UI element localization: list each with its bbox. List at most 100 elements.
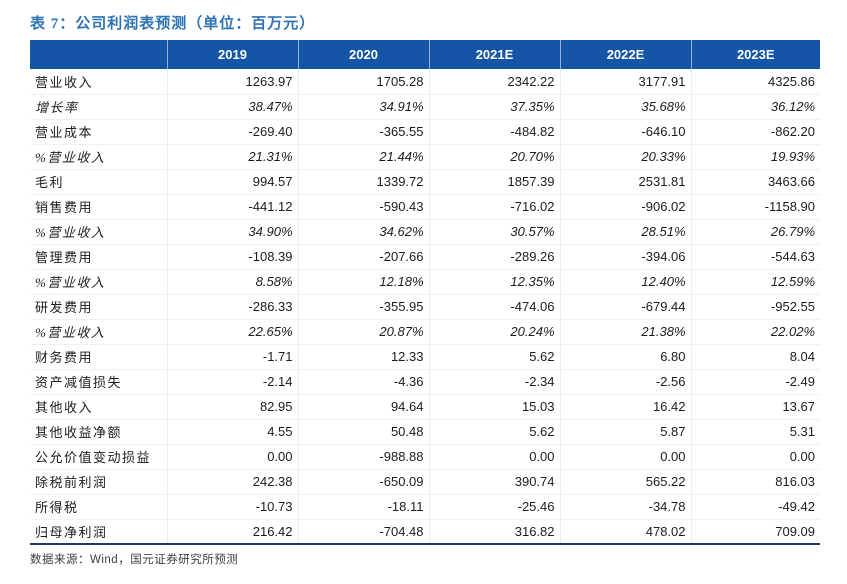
- table-row: %营业收入 34.90% 34.62% 30.57% 28.51% 26.79%: [30, 219, 820, 245]
- table-row: 营业收入 1263.97 1705.28 2342.22 3177.91 4325.86: [30, 69, 820, 95]
- cell-2021E: 316.82: [429, 519, 561, 544]
- table-row: 资产减值损失 -2.14 -4.36 -2.34 -2.56 -2.49: [30, 369, 820, 395]
- cell-2021E: 37.35%: [429, 94, 561, 120]
- data-source-label: 数据来源：: [30, 554, 90, 566]
- row-label: 财务费用: [30, 344, 168, 370]
- page-title: 表 7：公司利润表预测（单位：百万元）: [30, 16, 316, 32]
- cell-2020: 21.44%: [298, 144, 430, 170]
- cell-2022E: 2531.81: [560, 169, 692, 195]
- cell-2023E: -862.20: [691, 119, 820, 145]
- cell-2020: -355.95: [298, 294, 430, 320]
- cell-2021E: 20.24%: [429, 319, 561, 345]
- table-row: 研发费用 -286.33 -355.95 -474.06 -679.44 -952.55: [30, 294, 820, 320]
- cell-2021E: 12.35%: [429, 269, 561, 295]
- report-table-section: 表 7：公司利润表预测（单位：百万元） 2019 2020 2021E 2022…: [30, 16, 820, 566]
- row-label: 毛利: [30, 169, 168, 195]
- cell-2020: 50.48: [298, 419, 430, 445]
- cell-2021E: 2342.22: [429, 69, 561, 95]
- row-label: 管理费用: [30, 244, 168, 270]
- cell-2019: 994.57: [167, 169, 299, 195]
- cell-2023E: 4325.86: [691, 69, 820, 95]
- cell-2022E: -394.06: [560, 244, 692, 270]
- column-header-blank: [30, 40, 167, 69]
- table-row: 销售费用 -441.12 -590.43 -716.02 -906.02 -1158.90: [30, 194, 820, 220]
- column-header-2021e: 2021E: [428, 40, 560, 69]
- cell-2019: -1.71: [167, 344, 299, 370]
- cell-2020: -704.48: [298, 519, 430, 544]
- cell-2019: 38.47%: [167, 94, 299, 120]
- cell-2023E: 13.67: [691, 394, 820, 420]
- table-row: 管理费用 -108.39 -207.66 -289.26 -394.06 -544.63: [30, 244, 820, 270]
- cell-2021E: 390.74: [429, 469, 561, 495]
- header-row: 2019 2020 2021E 2022E 2023E: [30, 40, 820, 69]
- cell-2020: 1339.72: [298, 169, 430, 195]
- cell-2023E: 0.00: [691, 444, 820, 470]
- data-source-text: Wind，国元证券研究所预测: [90, 554, 239, 566]
- cell-2023E: 12.59%: [691, 269, 820, 295]
- cell-2021E: 5.62: [429, 344, 561, 370]
- cell-2019: 34.90%: [167, 219, 299, 245]
- cell-2021E: -716.02: [429, 194, 561, 220]
- cell-2019: 242.38: [167, 469, 299, 495]
- row-label: 研发费用: [30, 294, 168, 320]
- table-row: 增长率 38.47% 34.91% 37.35% 35.68% 36.12%: [30, 94, 820, 120]
- cell-2019: 4.55: [167, 419, 299, 445]
- cell-2019: 82.95: [167, 394, 299, 420]
- row-label: 营业成本: [30, 119, 168, 145]
- cell-2021E: -474.06: [429, 294, 561, 320]
- table-row: 营业成本 -269.40 -365.55 -484.82 -646.10 -862.20: [30, 119, 820, 145]
- cell-2022E: 6.80: [560, 344, 692, 370]
- cell-2019: 1263.97: [167, 69, 299, 95]
- cell-2023E: 709.09: [775, 523, 815, 539]
- cell-2020: -650.09: [298, 469, 430, 495]
- row-label: 除税前利润: [30, 469, 168, 495]
- cell-2023E: 36.12%: [691, 94, 820, 120]
- cell-2020: 34.91%: [298, 94, 430, 120]
- cell-2023E: -544.63: [691, 244, 820, 270]
- cell-2021E: 20.70%: [429, 144, 561, 170]
- cell-2022E: 5.87: [560, 419, 692, 445]
- cell-2022E: 565.22: [560, 469, 692, 495]
- cell-2019: -10.73: [167, 494, 299, 520]
- cell-2020: -18.11: [298, 494, 430, 520]
- cell-2020: -590.43: [298, 194, 430, 220]
- row-label: 归母净利润: [30, 519, 168, 544]
- cell-2023E: 5.31: [691, 419, 820, 445]
- cell-2020: -4.36: [298, 369, 430, 395]
- cell-2022E: -679.44: [560, 294, 692, 320]
- cell-2021E: -484.82: [429, 119, 561, 145]
- cell-2020: 12.18%: [298, 269, 430, 295]
- cell-2021E: -2.34: [429, 369, 561, 395]
- cell-2021E: 5.62: [429, 419, 561, 445]
- row-label: %营业收入: [30, 269, 168, 295]
- column-header-2020: 2020: [297, 40, 429, 69]
- cell-2020: 1705.28: [298, 69, 430, 95]
- cell-2022E: 12.40%: [560, 269, 692, 295]
- cell-2020: -365.55: [298, 119, 430, 145]
- cell-2023E: 19.93%: [691, 144, 820, 170]
- profit-forecast-table: 2019 2020 2021E 2022E 2023E 营业收入 1263.97 1…: [30, 40, 820, 545]
- cell-2021E: 1857.39: [429, 169, 561, 195]
- table-header: 2019 2020 2021E 2022E 2023E: [30, 40, 820, 69]
- cell-2023E: -952.55: [691, 294, 820, 320]
- row-label: %营业收入: [30, 144, 168, 170]
- cell-2023E: -49.42: [691, 494, 820, 520]
- cell-2021E: 0.00: [429, 444, 561, 470]
- cell-2023E: -1158.90: [691, 194, 820, 220]
- cell-2020: 94.64: [298, 394, 430, 420]
- cell-2023E: 26.79%: [691, 219, 820, 245]
- row-label: 其他收益净额: [30, 419, 168, 445]
- table-row: 所得税 -10.73 -18.11 -25.46 -34.78 -49.42: [30, 494, 820, 520]
- cell-2022E: -34.78: [560, 494, 692, 520]
- cell-2019: 22.65%: [167, 319, 299, 345]
- table-row: 毛利 994.57 1339.72 1857.39 2531.81 3463.66: [30, 169, 820, 195]
- cell-2021E: -25.46: [429, 494, 561, 520]
- row-label: 其他收入: [30, 394, 168, 420]
- cell-2021E: 30.57%: [429, 219, 561, 245]
- cell-2022E: -646.10: [560, 119, 692, 145]
- cell-2020: 34.62%: [298, 219, 430, 245]
- row-label: 所得税: [30, 494, 168, 520]
- column-header-2022e: 2022E: [559, 40, 691, 69]
- cell-2023E: 22.02%: [691, 319, 820, 345]
- cell-2022E: 28.51%: [560, 219, 692, 245]
